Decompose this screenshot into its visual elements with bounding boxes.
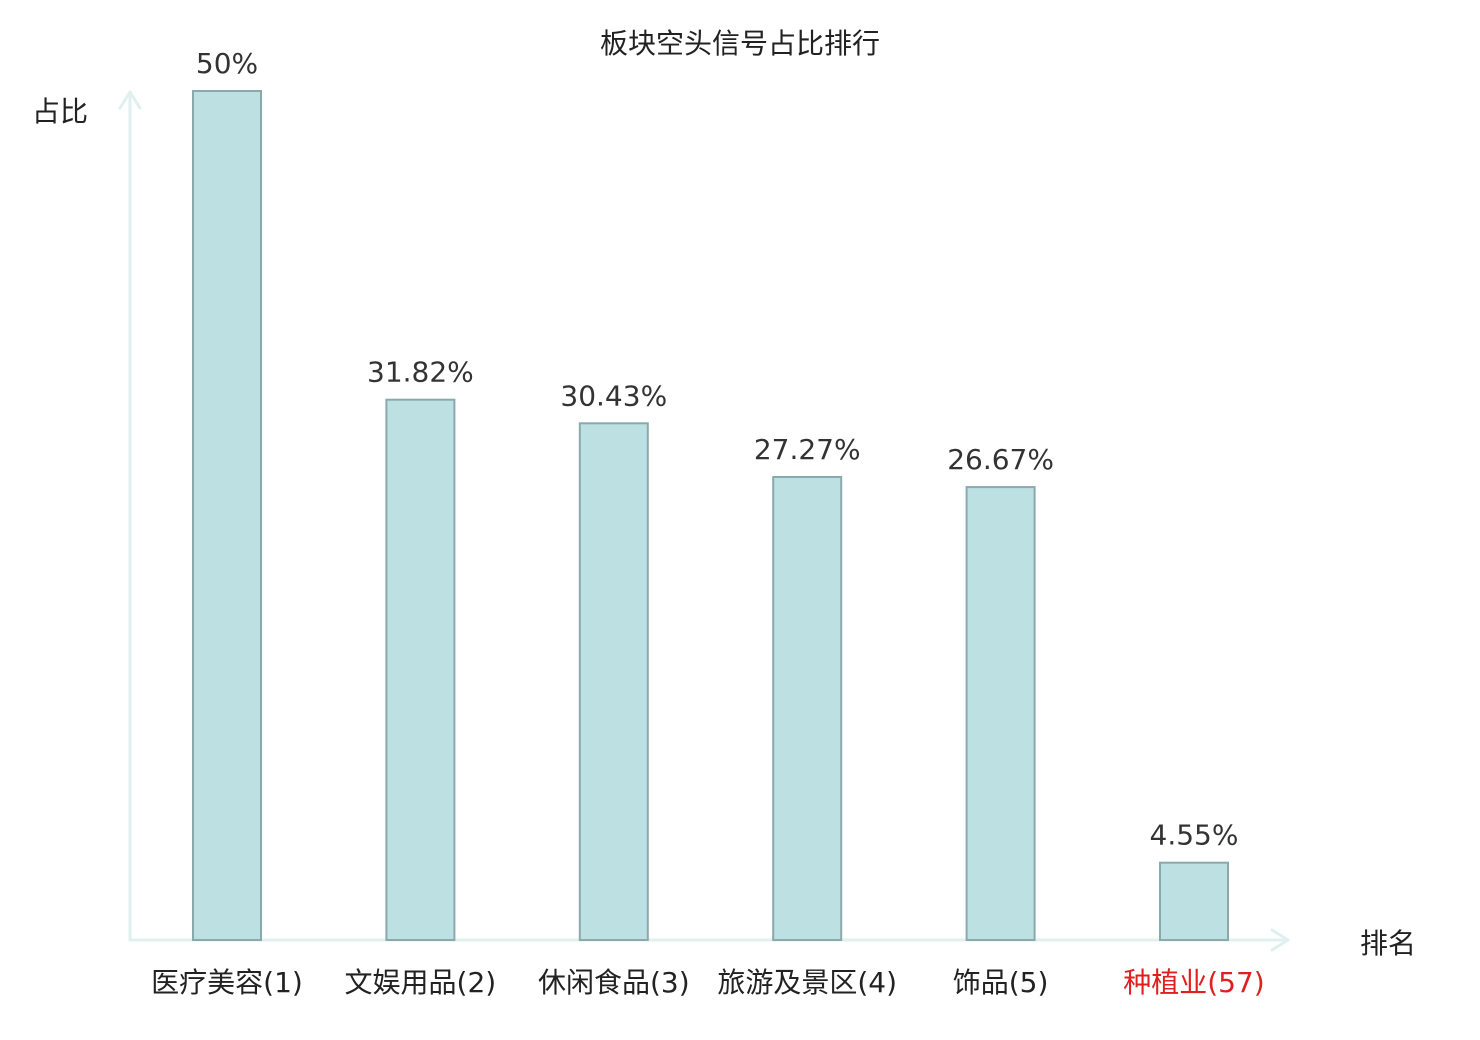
x-axis-label: 排名 <box>1360 927 1417 960</box>
category-label-5: 饰品(5) <box>952 966 1049 999</box>
bar-3 <box>578 422 649 941</box>
value-label-3: 30.43% <box>560 379 667 412</box>
chart-title: 板块空头信号占比排行 <box>599 27 880 60</box>
bar-2 <box>385 398 456 941</box>
category-label-1: 医疗美容(1) <box>151 966 303 999</box>
value-label-4: 27.27% <box>754 433 861 466</box>
value-label-2: 31.82% <box>367 356 474 389</box>
value-label-6: 4.55% <box>1150 819 1239 852</box>
bar-1 <box>192 90 262 941</box>
bar-5 <box>965 486 1036 941</box>
value-label-5: 26.67% <box>947 443 1054 476</box>
category-label-4: 旅游及景区(4) <box>717 966 898 999</box>
y-axis-label: 占比 <box>32 95 89 128</box>
bars-group <box>192 90 1229 942</box>
category-label-2: 文娱用品(2) <box>344 966 497 999</box>
x-axis-arrow <box>1270 928 1290 952</box>
category-label-3: 休闲食品(3) <box>537 966 690 999</box>
bar-4 <box>772 476 843 941</box>
category-label-6: 种植业(57) <box>1123 966 1265 999</box>
value-label-1: 50% <box>196 47 258 80</box>
y-axis-arrow <box>118 90 142 110</box>
bar-6 <box>1159 861 1229 942</box>
value-labels-group: 50% 31.82% 30.43% 27.27% 26.67% 4.55% <box>196 47 1239 852</box>
